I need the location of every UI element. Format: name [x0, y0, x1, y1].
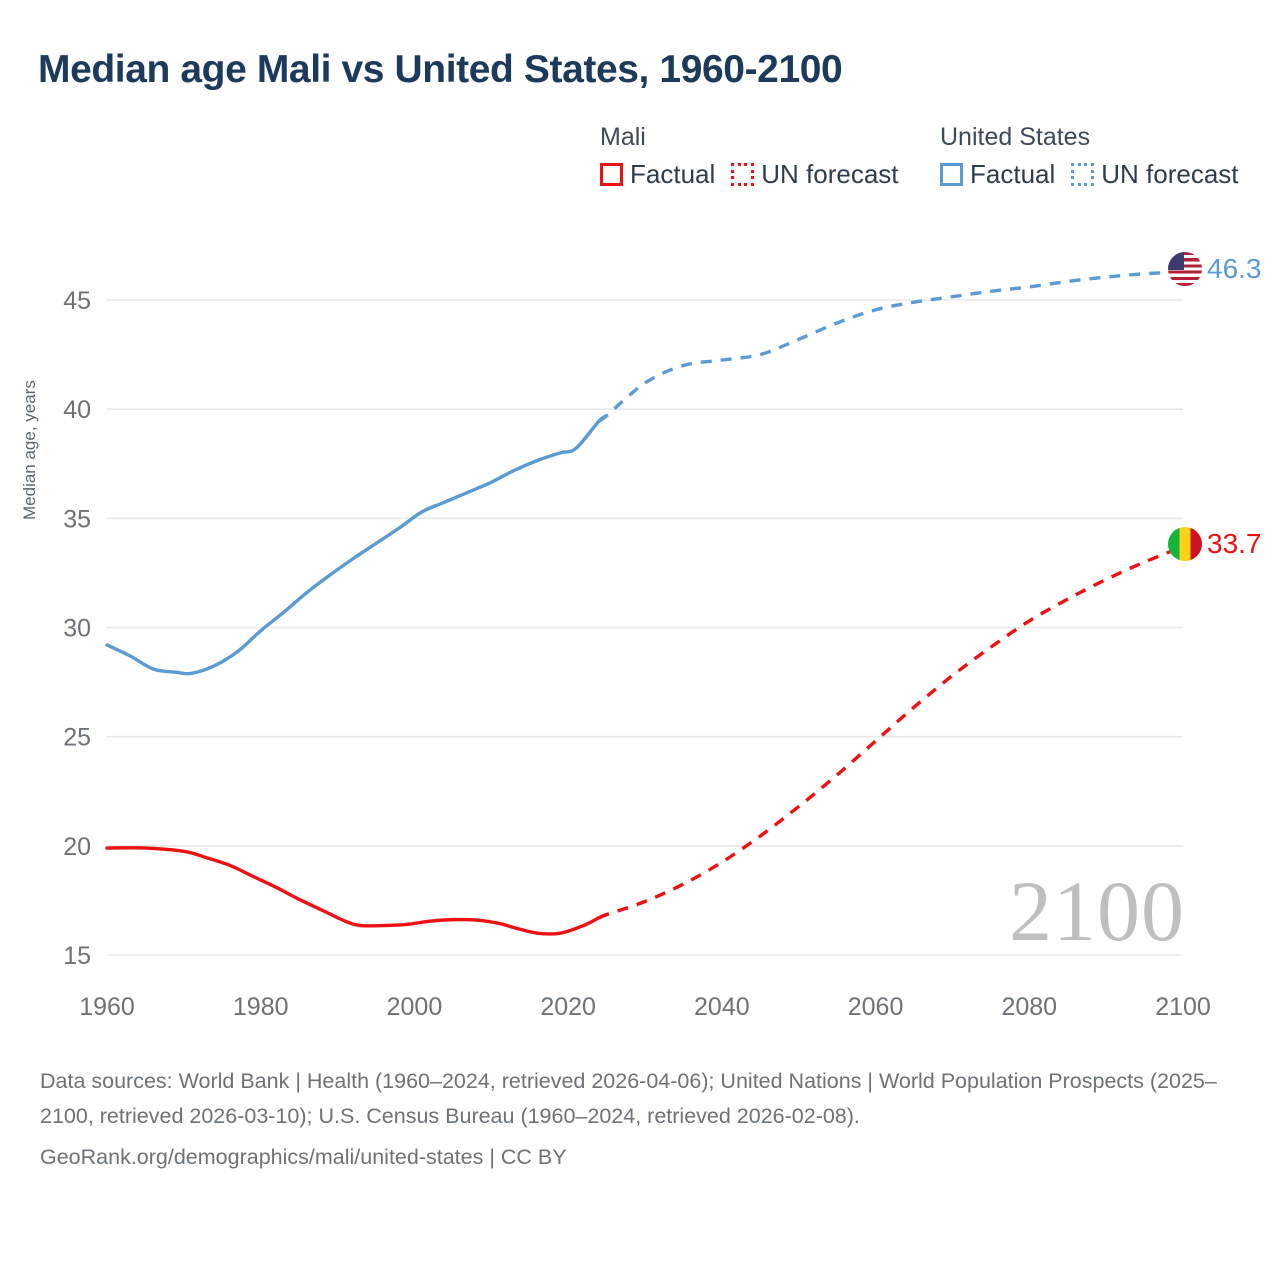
legend-group-united-states: United States Factual UN forecast: [940, 122, 1260, 190]
mali-flag-icon: [1168, 527, 1202, 561]
chart-legend: Mali Factual UN forecast United States: [600, 122, 1260, 190]
year-watermark: 2100: [1009, 863, 1185, 959]
legend-swatch-dotted-red-icon: [731, 163, 755, 186]
us-flag-icon: [1168, 252, 1202, 286]
legend-group-mali: Mali Factual UN forecast: [600, 122, 940, 190]
endpoint-label-united-states: 46.3: [1168, 252, 1262, 286]
endpoint-value-united-states: 46.3: [1207, 253, 1262, 284]
x-axis-tick: 2000: [387, 993, 443, 1021]
legend-item-mali-factual[interactable]: Factual: [600, 159, 715, 190]
legend-swatch-solid-blue-icon: [940, 163, 963, 186]
y-axis-tick: 35: [63, 505, 91, 533]
y-axis-tick: 30: [63, 615, 91, 643]
legend-label-us-factual: Factual: [970, 159, 1056, 189]
y-axis-tick: 15: [63, 942, 91, 970]
legend-label-mali-factual: Factual: [630, 159, 716, 189]
y-axis-tick: 45: [63, 287, 91, 315]
chart-footer: Data sources: World Bank | Health (1960–…: [40, 1064, 1240, 1175]
endpoint-label-mali: 33.7: [1168, 527, 1262, 561]
series-line-forecast-mali: [598, 545, 1184, 920]
endpoint-value-mali: 33.7: [1207, 528, 1262, 559]
x-axis-tick: 2060: [848, 993, 904, 1021]
legend-country-mali: Mali: [600, 123, 646, 151]
legend-label-us-forecast: UN forecast: [1101, 159, 1239, 189]
chart-title: Median age Mali vs United States, 1960-2…: [38, 48, 843, 91]
legend-item-us-forecast[interactable]: UN forecast: [1071, 159, 1239, 190]
legend-country-united-states: United States: [940, 123, 1091, 151]
legend-item-mali-forecast[interactable]: UN forecast: [731, 159, 899, 190]
x-axis-tick: 2100: [1155, 993, 1211, 1021]
plot-area: 15 20 25 30 35 40 45 1960 1980 2000 2020 2040 2060 20…: [63, 269, 1211, 1021]
y-axis-tick: 20: [63, 833, 91, 861]
series-line-factual-mali: [105, 846, 609, 936]
legend-item-us-factual[interactable]: Factual: [940, 159, 1055, 190]
footer-link[interactable]: GeoRank.org/demographics/mali/united-sta…: [40, 1145, 567, 1169]
legend-swatch-solid-red-icon: [600, 163, 623, 186]
x-axis-tick: 2020: [540, 993, 596, 1021]
x-axis-tick: 2040: [694, 993, 750, 1021]
series-line-factual-united-states: [105, 414, 609, 676]
x-axis-tick: 1980: [233, 993, 289, 1021]
x-axis-tick: 2080: [1001, 993, 1057, 1021]
legend-swatch-dotted-blue-icon: [1071, 163, 1095, 186]
legend-label-mali-forecast: UN forecast: [761, 159, 899, 189]
y-axis-tick: 40: [63, 396, 91, 424]
series-line-forecast-united-states: [597, 269, 1184, 423]
y-axis-tick: 25: [63, 724, 91, 752]
x-axis-tick: 1960: [79, 993, 135, 1021]
footer-data-sources: Data sources: World Bank | Health (1960–…: [40, 1069, 1217, 1128]
